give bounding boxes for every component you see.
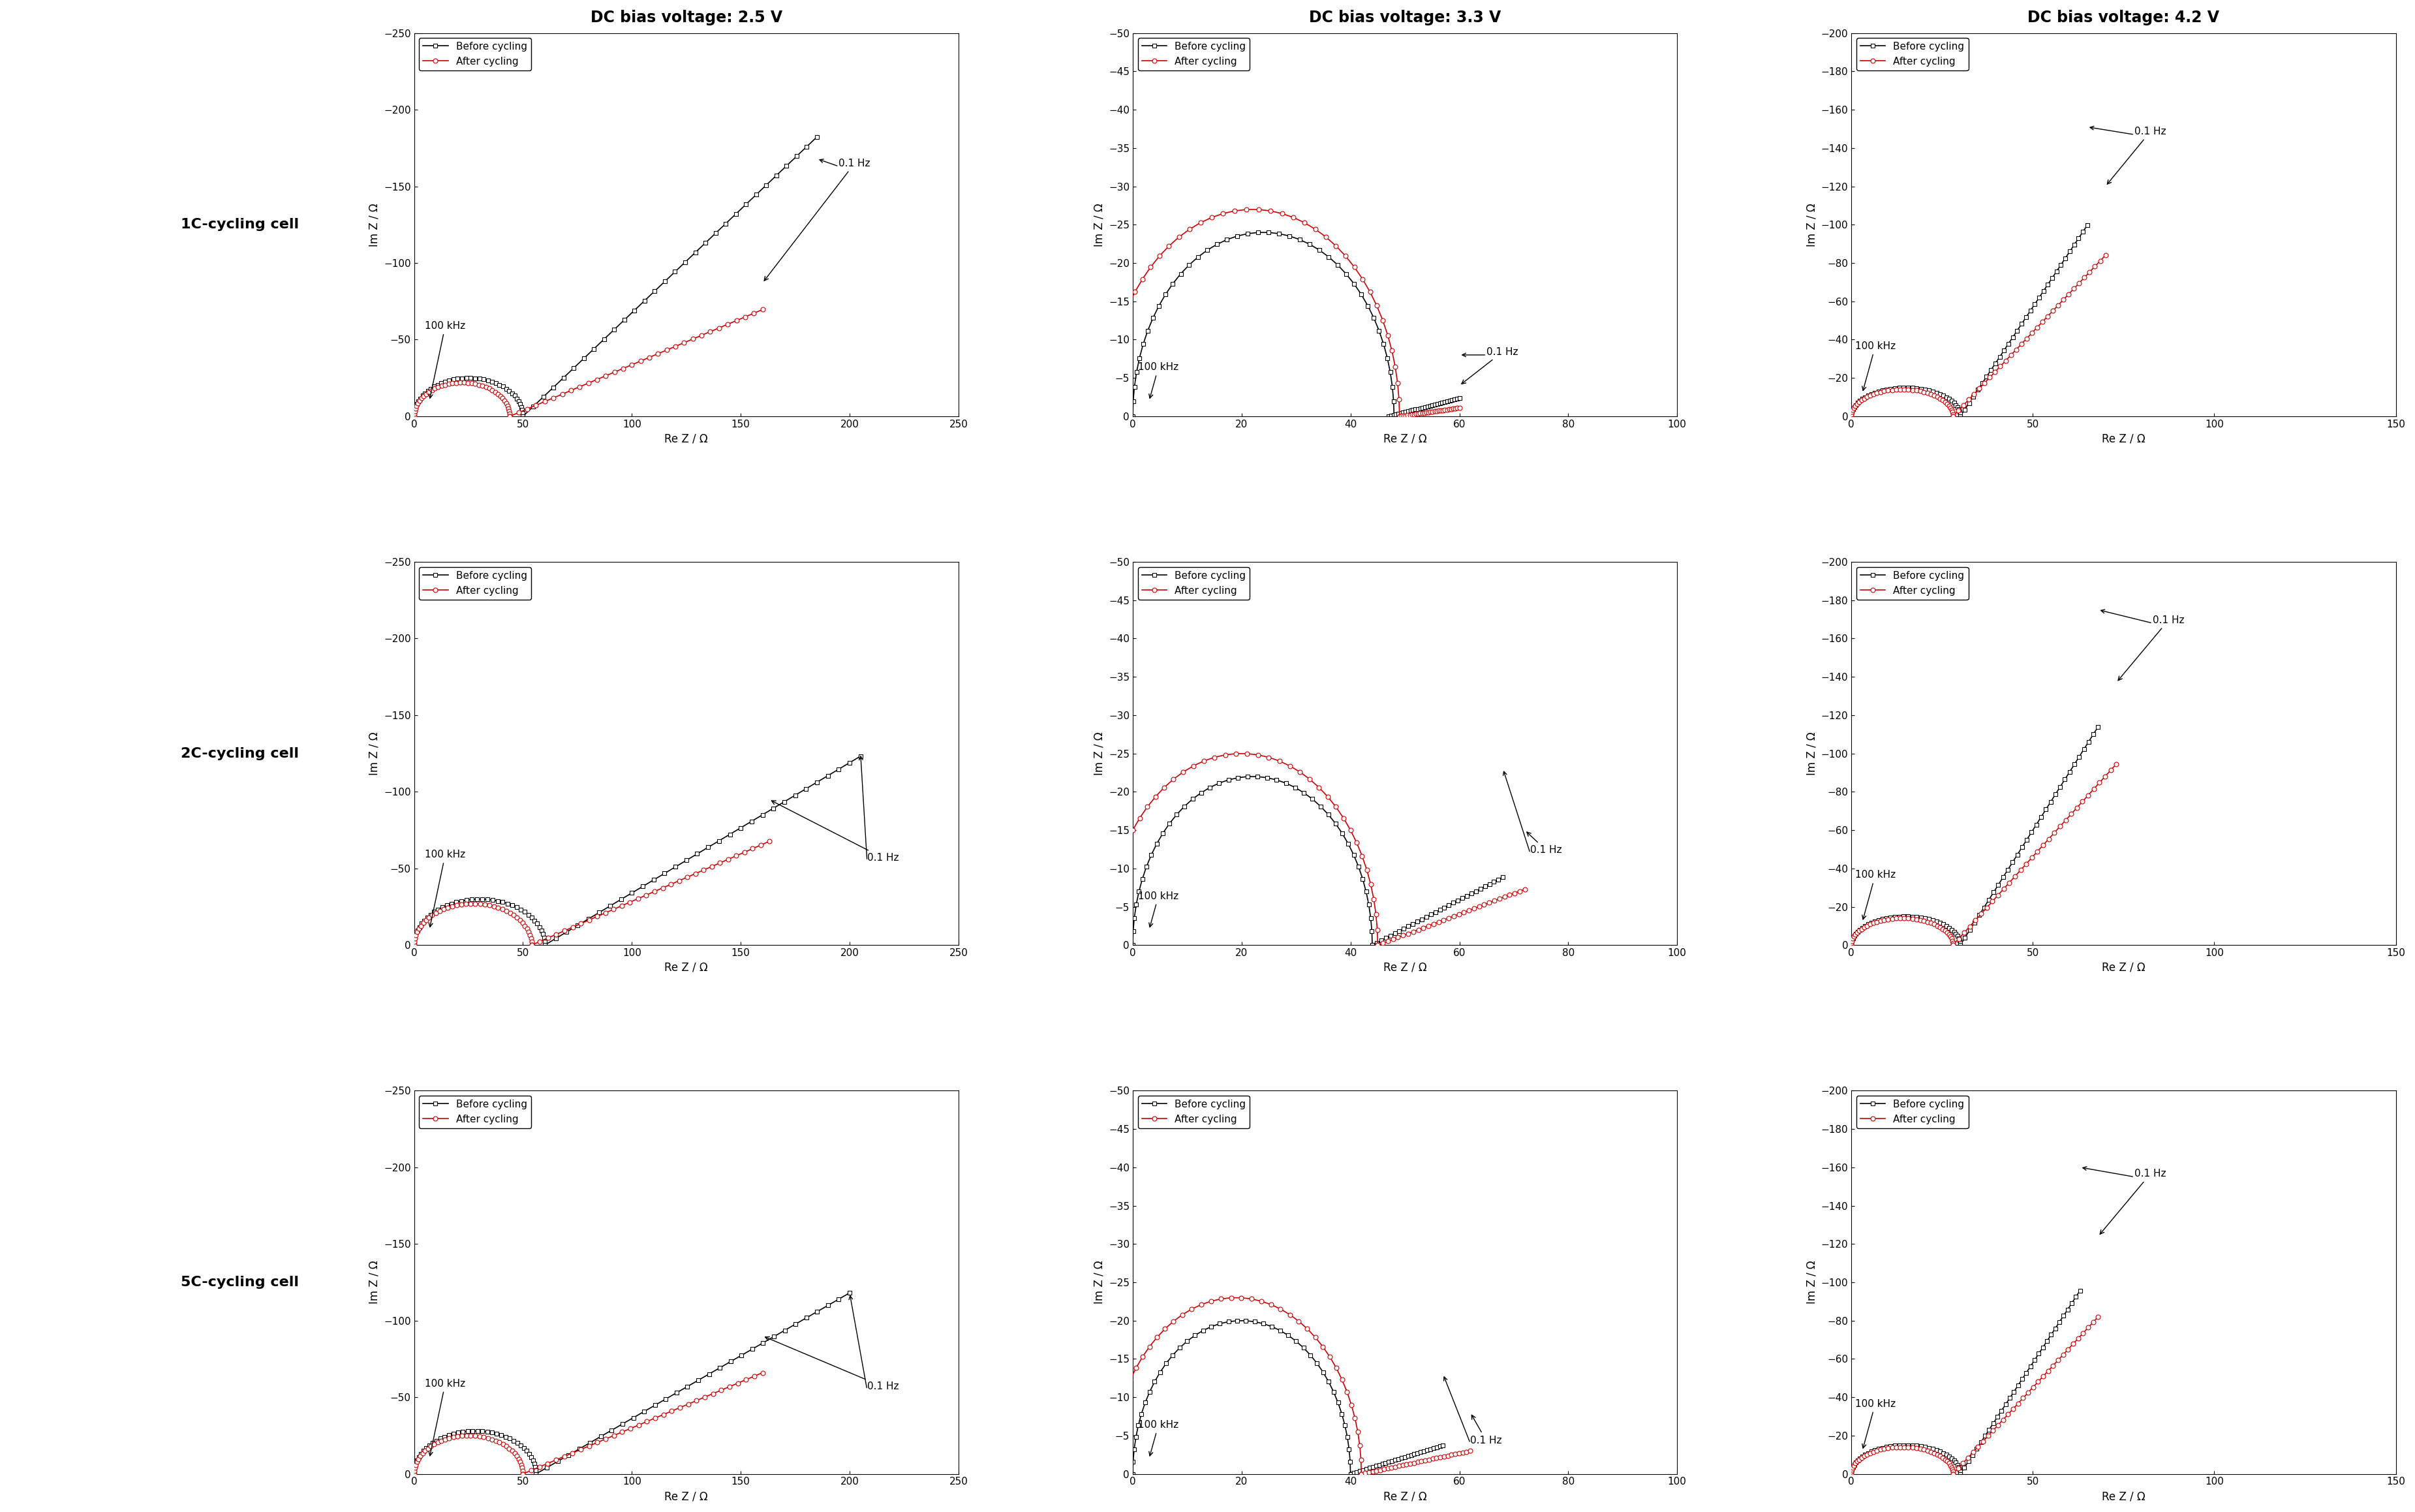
Text: 0.1 Hz: 0.1 Hz [766,1337,898,1391]
Text: 5C-cycling cell: 5C-cycling cell [181,1276,299,1288]
X-axis label: Re Z / Ω: Re Z / Ω [664,962,708,974]
Legend: Before cycling, After cycling: Before cycling, After cycling [420,567,531,599]
Y-axis label: Im Z / Ω: Im Z / Ω [369,1261,379,1303]
Text: 100 kHz: 100 kHz [1137,363,1179,398]
Y-axis label: Im Z / Ω: Im Z / Ω [369,203,379,246]
Legend: Before cycling, After cycling: Before cycling, After cycling [1857,38,1968,71]
X-axis label: Re Z / Ω: Re Z / Ω [664,1491,708,1503]
X-axis label: Re Z / Ω: Re Z / Ω [2101,962,2145,974]
Legend: Before cycling, After cycling: Before cycling, After cycling [1857,1096,1968,1128]
Y-axis label: Im Z / Ω: Im Z / Ω [369,732,379,776]
Text: 0.1 Hz: 0.1 Hz [770,801,898,863]
Text: 2C-cycling cell: 2C-cycling cell [181,747,299,761]
Y-axis label: Im Z / Ω: Im Z / Ω [1094,1261,1106,1303]
Text: 100 kHz: 100 kHz [1855,1399,1896,1448]
Title: DC bias voltage: 3.3 V: DC bias voltage: 3.3 V [1309,9,1502,26]
X-axis label: Re Z / Ω: Re Z / Ω [1384,1491,1427,1503]
Text: 100 kHz: 100 kHz [1855,871,1896,919]
Text: 100 kHz: 100 kHz [1855,342,1896,390]
X-axis label: Re Z / Ω: Re Z / Ω [1384,432,1427,445]
Legend: Before cycling, After cycling: Before cycling, After cycling [1137,1096,1249,1128]
Title: DC bias voltage: 4.2 V: DC bias voltage: 4.2 V [2029,9,2219,26]
Text: 100 kHz: 100 kHz [425,321,466,398]
Text: 0.1 Hz: 0.1 Hz [1526,832,1563,856]
Y-axis label: Im Z / Ω: Im Z / Ω [1094,203,1106,246]
Text: 1C-cycling cell: 1C-cycling cell [181,218,299,231]
Legend: Before cycling, After cycling: Before cycling, After cycling [420,38,531,71]
Y-axis label: Im Z / Ω: Im Z / Ω [1806,203,1818,246]
Title: DC bias voltage: 2.5 V: DC bias voltage: 2.5 V [589,9,782,26]
X-axis label: Re Z / Ω: Re Z / Ω [1384,962,1427,974]
Text: 100 kHz: 100 kHz [425,850,466,927]
Text: 100 kHz: 100 kHz [1137,1420,1179,1456]
Text: 100 kHz: 100 kHz [1137,891,1179,927]
Text: 0.1 Hz: 0.1 Hz [1471,1415,1502,1445]
Text: 0.1 Hz: 0.1 Hz [763,159,869,281]
Y-axis label: Im Z / Ω: Im Z / Ω [1094,732,1106,776]
Y-axis label: Im Z / Ω: Im Z / Ω [1806,1261,1818,1303]
Legend: Before cycling, After cycling: Before cycling, After cycling [1137,567,1249,599]
Text: 0.1 Hz: 0.1 Hz [2108,127,2166,184]
X-axis label: Re Z / Ω: Re Z / Ω [664,432,708,445]
Text: 100 kHz: 100 kHz [425,1379,466,1456]
Legend: Before cycling, After cycling: Before cycling, After cycling [420,1096,531,1128]
X-axis label: Re Z / Ω: Re Z / Ω [2101,432,2145,445]
Text: 0.1 Hz: 0.1 Hz [1461,348,1519,384]
Text: 0.1 Hz: 0.1 Hz [2101,1169,2166,1234]
Legend: Before cycling, After cycling: Before cycling, After cycling [1137,38,1249,71]
Text: 0.1 Hz: 0.1 Hz [2118,615,2183,680]
Legend: Before cycling, After cycling: Before cycling, After cycling [1857,567,1968,599]
X-axis label: Re Z / Ω: Re Z / Ω [2101,1491,2145,1503]
Y-axis label: Im Z / Ω: Im Z / Ω [1806,732,1818,776]
